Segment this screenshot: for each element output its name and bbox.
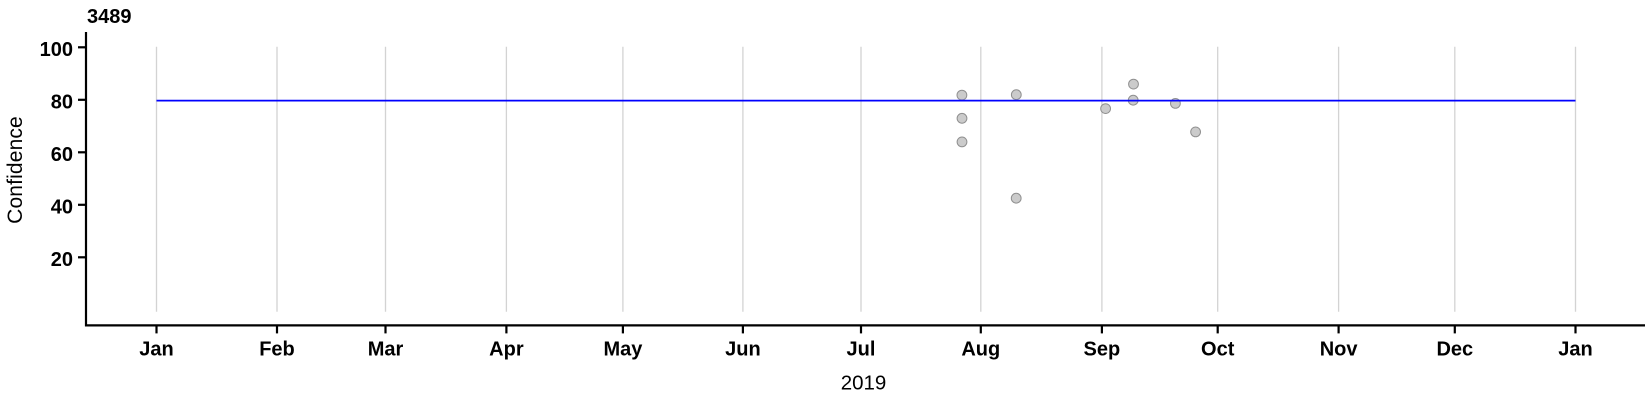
- svg-text:Jan: Jan: [1558, 339, 1592, 361]
- svg-text:May: May: [603, 339, 643, 361]
- svg-text:Nov: Nov: [1320, 339, 1359, 361]
- svg-text:Mar: Mar: [368, 339, 404, 361]
- svg-text:Dec: Dec: [1436, 339, 1473, 361]
- svg-text:Confidence: Confidence: [4, 116, 27, 224]
- svg-text:100: 100: [40, 39, 73, 61]
- svg-text:Jul: Jul: [847, 339, 876, 361]
- svg-text:80: 80: [51, 92, 73, 114]
- svg-text:Sep: Sep: [1084, 339, 1121, 361]
- svg-text:20: 20: [51, 249, 73, 271]
- svg-text:Aug: Aug: [961, 339, 1000, 361]
- svg-text:Jun: Jun: [725, 339, 761, 361]
- svg-text:Feb: Feb: [259, 339, 295, 361]
- svg-text:60: 60: [51, 144, 73, 166]
- svg-text:Jan: Jan: [139, 339, 173, 361]
- svg-text:Oct: Oct: [1201, 339, 1235, 361]
- svg-text:3489: 3489: [87, 6, 132, 28]
- svg-text:Apr: Apr: [489, 339, 524, 361]
- svg-text:2019: 2019: [841, 372, 887, 395]
- svg-text:40: 40: [51, 197, 73, 219]
